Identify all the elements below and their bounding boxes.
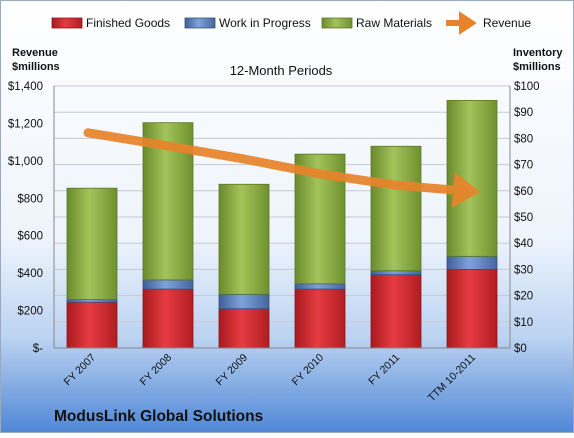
bar-finished-goods [66,301,118,349]
left-tick-label: $1,400 [8,81,43,93]
right-tick-label: $30 [514,264,533,276]
left-axis-title-line1: Revenue [12,47,58,59]
right-tick-label: $40 [514,238,533,250]
left-tick-label: $600 [17,231,43,243]
right-axis-title-line2: $millions [513,61,561,73]
legend: Finished Goods Work in Progress Raw Materi… [51,11,531,35]
revenue-arrow [83,128,481,208]
bar-finished-goods [370,274,422,349]
right-tick-label: $100 [514,81,540,93]
bar-finished-goods [294,288,346,349]
right-tick-label: $90 [514,107,533,119]
legend-swatch [321,17,353,29]
revenue-line [83,128,481,208]
left-axis: $- $200 $400 $600 $800 $1,000 $1,200 $1,400 [8,81,55,355]
bar-finished-goods [446,268,498,349]
company-name: ModusLink Global Solutions [54,408,263,425]
legend-label: Raw Materials [356,16,432,30]
bars [66,100,498,349]
left-tick-label: $200 [17,306,43,318]
legend-label: Revenue [483,16,531,30]
bar-work-in-progress [446,255,498,270]
legend-swatch [184,17,216,29]
left-tick-label: $800 [17,193,43,205]
right-tick-label: $0 [514,343,527,355]
right-tick-label: $50 [514,212,533,224]
legend-swatch [51,17,83,29]
bar-work-in-progress [294,283,346,290]
left-axis-title-line2: $millions [12,61,60,73]
bar-work-in-progress [218,293,270,310]
bar-raw-materials [218,183,270,295]
right-tick-label: $20 [514,291,533,303]
bar-raw-materials [66,187,118,300]
left-tick-label: $1,200 [8,118,43,130]
left-tick-label: $1,000 [8,156,43,168]
bar-finished-goods [142,288,194,349]
bar-raw-materials [446,100,498,257]
right-axis: $0 $10 $20 $30 $40 $50 $60 $70 $80 $90 $100 [509,81,540,355]
bar-raw-materials [370,145,422,272]
bar-finished-goods [218,308,270,349]
legend-label: Work in Progress [219,16,311,30]
bar-work-in-progress [142,279,194,290]
right-tick-label: $70 [514,160,533,172]
right-axis-title-line1: Inventory [513,47,563,59]
legend-label: Finished Goods [86,16,170,30]
right-tick-label: $80 [514,133,533,145]
bar-work-in-progress [370,270,422,276]
right-tick-label: $60 [514,186,533,198]
left-tick-label: $- [33,343,43,355]
chart-title: 12-Month Periods [230,63,333,78]
left-tick-label: $400 [17,268,43,280]
right-tick-label: $10 [514,317,533,329]
